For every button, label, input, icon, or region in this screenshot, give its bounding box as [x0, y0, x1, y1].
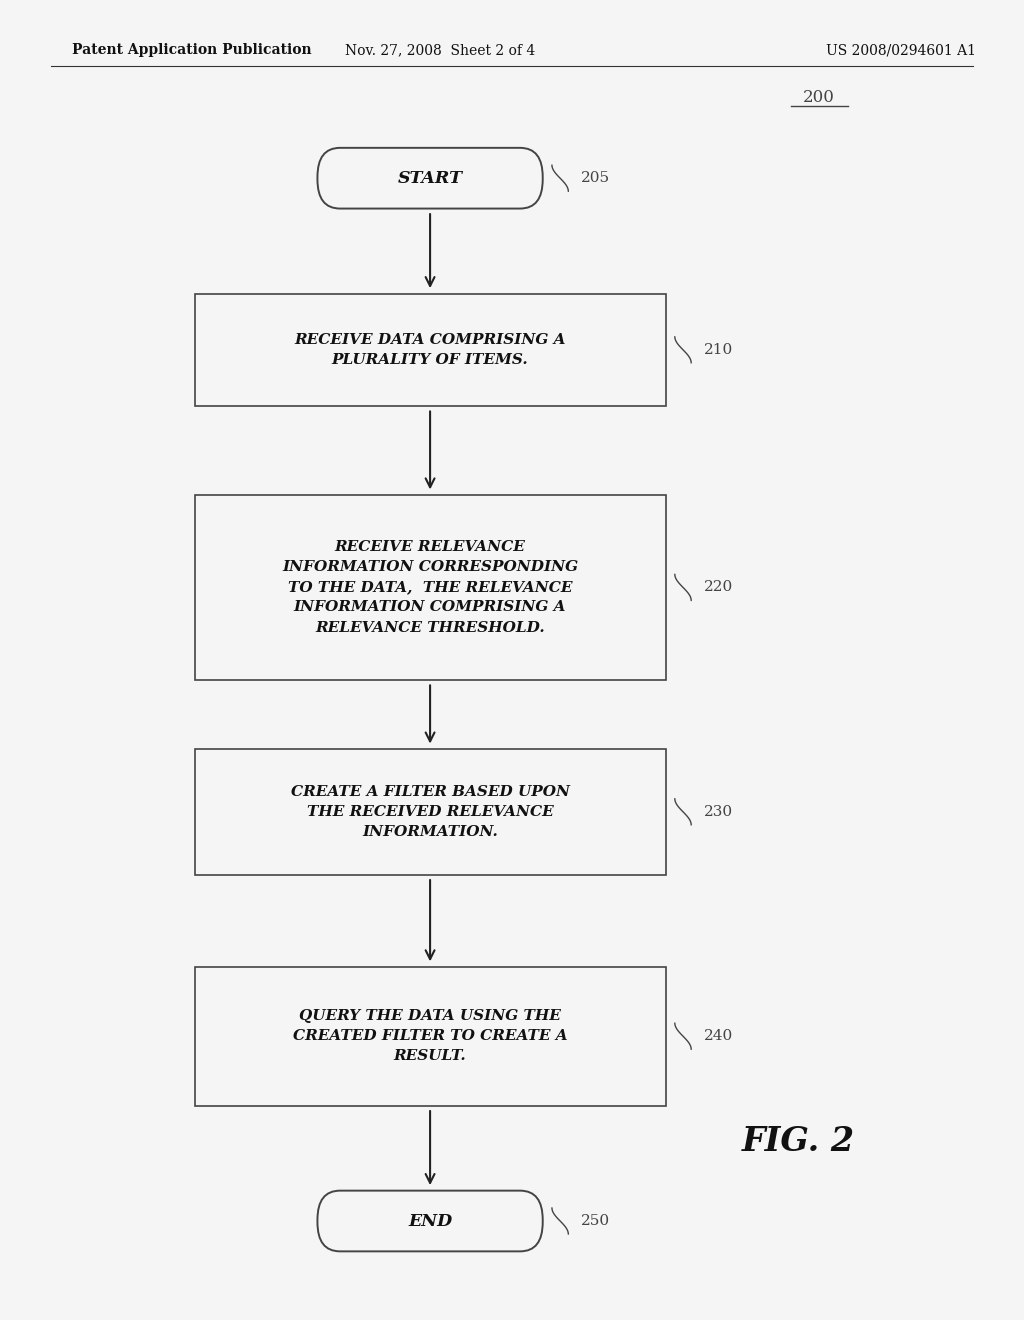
Bar: [195, 966, 666, 1106]
Bar: [195, 294, 666, 407]
Text: Patent Application Publication: Patent Application Publication: [72, 44, 311, 57]
Text: US 2008/0294601 A1: US 2008/0294601 A1: [826, 44, 976, 57]
Text: RECEIVE RELEVANCE
INFORMATION CORRESPONDING
TO THE DATA,  THE RELEVANCE
INFORMAT: RECEIVE RELEVANCE INFORMATION CORRESPOND…: [282, 540, 579, 635]
Text: 250: 250: [581, 1214, 609, 1228]
Text: 240: 240: [703, 1030, 733, 1043]
Text: CREATE A FILTER BASED UPON
THE RECEIVED RELEVANCE
INFORMATION.: CREATE A FILTER BASED UPON THE RECEIVED …: [291, 785, 569, 838]
Text: Nov. 27, 2008  Sheet 2 of 4: Nov. 27, 2008 Sheet 2 of 4: [345, 44, 536, 57]
Text: 205: 205: [581, 172, 609, 185]
Bar: [195, 495, 666, 680]
FancyBboxPatch shape: [317, 1191, 543, 1251]
Text: END: END: [408, 1213, 453, 1229]
Text: RECEIVE DATA COMPRISING A
PLURALITY OF ITEMS.: RECEIVE DATA COMPRISING A PLURALITY OF I…: [294, 333, 566, 367]
Text: QUERY THE DATA USING THE
CREATED FILTER TO CREATE A
RESULT.: QUERY THE DATA USING THE CREATED FILTER …: [293, 1010, 567, 1063]
Text: 200: 200: [803, 88, 836, 106]
Text: 220: 220: [703, 581, 733, 594]
Text: START: START: [397, 170, 463, 186]
FancyBboxPatch shape: [317, 148, 543, 209]
Text: FIG. 2: FIG. 2: [742, 1125, 855, 1159]
Text: 230: 230: [703, 805, 732, 818]
Text: 210: 210: [703, 343, 733, 356]
Bar: [195, 750, 666, 874]
